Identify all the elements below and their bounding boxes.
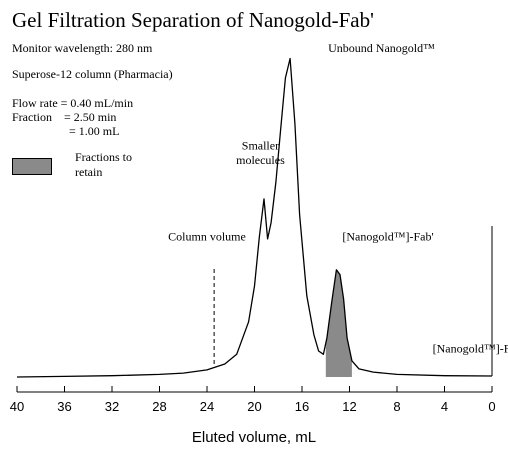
x-tick-label: 16 — [295, 399, 309, 414]
x-tick-label: 8 — [393, 399, 400, 414]
x-tick-label: 36 — [57, 399, 71, 414]
nanogold-fab-label: [Nanogold™]-Fab' — [342, 230, 433, 244]
smaller-molecules-label-1: Smaller — [242, 139, 279, 153]
x-tick-label: 32 — [105, 399, 119, 414]
x-tick-label: 4 — [441, 399, 448, 414]
unbound-nanogold-label: Unbound Nanogold™ — [328, 41, 435, 55]
legend-swatch — [12, 158, 52, 175]
column-volume-label: Column volume — [168, 230, 246, 244]
smaller-molecules-label-2: molecules — [236, 153, 285, 167]
monitor-wavelength-text: Monitor wavelength: 280 nm — [12, 41, 153, 55]
x-axis-label: Eluted volume, mL — [191, 429, 317, 446]
fraction-time-text: Fraction = 2.50 min — [12, 110, 117, 124]
x-tick-label: 0 — [488, 399, 495, 414]
x-tick-label: 20 — [247, 399, 261, 414]
x-tick-label: 24 — [200, 399, 214, 414]
flow-rate-text: Flow rate = 0.40 mL/min — [12, 96, 134, 110]
retained-fractions-region — [325, 269, 352, 377]
nanogold-fab2-label: [Nanogold™]-F(ab')₂ — [433, 342, 508, 356]
legend-label: Fractions to retain — [75, 150, 132, 179]
chart-title: Gel Filtration Separation of Nanogold-Fa… — [12, 8, 374, 32]
column-text: Superose-12 column (Pharmacia) — [12, 67, 173, 81]
fraction-volume-text: = 1.00 mL — [12, 124, 120, 138]
x-tick-label: 12 — [342, 399, 356, 414]
chromatogram-trace — [16, 57, 493, 378]
x-tick-label: 40 — [10, 399, 24, 414]
x-tick-label: 28 — [152, 399, 166, 414]
